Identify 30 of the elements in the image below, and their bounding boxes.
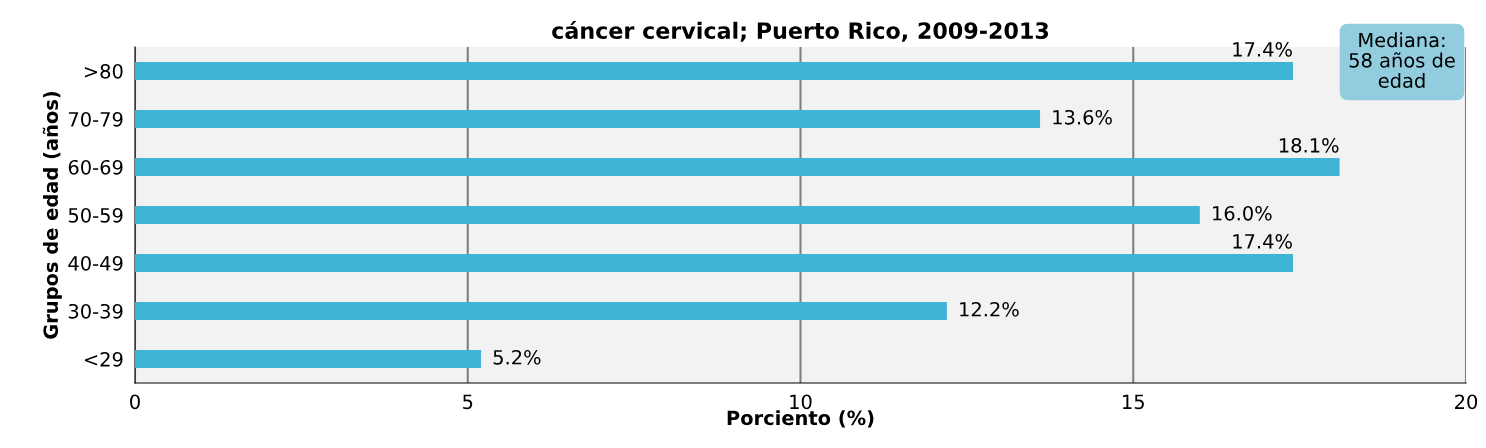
- bar: [135, 205, 1200, 225]
- y-tick-label: 60-69: [68, 159, 123, 175]
- x-tick-label: 5: [463, 394, 473, 410]
- bar: [135, 157, 1340, 177]
- y-tick-label: 30-39: [68, 303, 123, 319]
- bar: [135, 61, 1293, 81]
- bar: [135, 301, 947, 321]
- data-label: 12.2%: [960, 301, 1019, 317]
- data-label: 13.6%: [1053, 109, 1112, 125]
- bar: [135, 349, 482, 369]
- x-tick-label: 10: [790, 394, 812, 410]
- data-label: 5.2%: [493, 349, 541, 365]
- y-tick-label: 70-79: [68, 111, 123, 127]
- y-tick-label: <29: [84, 351, 123, 367]
- x-tick-label: 20: [1455, 394, 1478, 410]
- y-tick-label: 50-59: [68, 207, 123, 223]
- annotation: Mediana: 58 años de edad: [1349, 32, 1455, 88]
- data-label: 17.4%: [1233, 233, 1292, 249]
- y-tick-label: 40-49: [68, 255, 123, 271]
- y-axis-title: Grupos de edad (años): [42, 91, 62, 339]
- x-axis-title: Porciento (%): [727, 410, 874, 428]
- bar: [135, 109, 1041, 129]
- chart-title: cáncer cervical; Puerto Rico, 2009-2013: [552, 20, 1049, 42]
- y-tick-label: >80: [84, 63, 123, 79]
- data-label: 18.1%: [1279, 137, 1339, 153]
- data-label: 16.0%: [1213, 205, 1272, 221]
- bar: [135, 253, 1293, 273]
- data-label: 17.4%: [1233, 41, 1292, 57]
- x-tick-label: 15: [1123, 394, 1144, 410]
- x-tick-label: 0: [130, 394, 140, 410]
